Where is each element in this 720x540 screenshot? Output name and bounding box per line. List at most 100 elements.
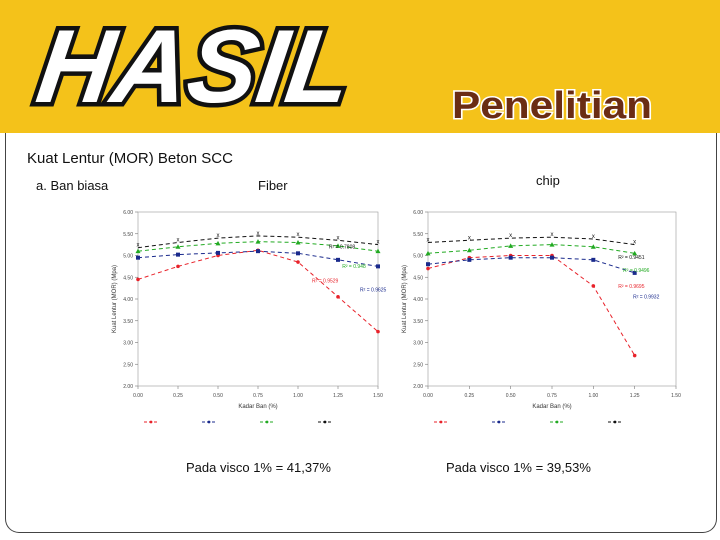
fit-label: R² = 0.9695: [618, 284, 644, 290]
plot-area: [137, 211, 379, 387]
label-chip: chip: [536, 173, 560, 188]
x-tick-label: 1.25: [333, 393, 343, 399]
data-point: [426, 266, 430, 271]
x-tick-label: 1.00: [588, 393, 598, 399]
legend-marker: [149, 420, 153, 424]
data-point: [376, 329, 380, 334]
data-point: x: [468, 235, 471, 241]
data-point: [176, 252, 180, 257]
fit-label: R² = 0.9451: [618, 255, 644, 261]
y-tick-label: 4.50: [413, 275, 423, 281]
data-point: x: [137, 243, 140, 249]
legend-marker: [323, 420, 327, 424]
data-point: x: [297, 232, 300, 238]
data-point: [590, 244, 596, 249]
y-tick-label: 5.50: [413, 232, 423, 238]
y-tick-label: 3.00: [413, 341, 423, 347]
data-point: x: [592, 234, 595, 240]
x-tick-label: 0.50: [213, 393, 223, 399]
legend-marker: [207, 420, 211, 424]
x-tick-label: 1.25: [630, 393, 640, 399]
data-point: x: [509, 233, 512, 239]
x-axis-label: Kadar Ban (%): [238, 404, 277, 410]
data-point: [550, 255, 554, 260]
data-point: [255, 239, 261, 244]
series-line: [137, 249, 379, 332]
fit-label: R² = 0.9496: [623, 268, 649, 274]
data-point: [176, 264, 180, 269]
y-tick-label: 4.50: [123, 275, 133, 281]
data-point: x: [257, 231, 260, 237]
data-point: [135, 248, 141, 254]
banner-title-sub: Penelitian: [452, 85, 652, 127]
data-point: x: [551, 232, 554, 238]
data-point: [216, 250, 220, 255]
y-tick-label: 6.00: [123, 210, 133, 216]
banner-title-main: HASIL: [30, 8, 358, 124]
title-banner: HASIL Penelitian: [0, 0, 720, 133]
y-tick-label: 3.50: [123, 319, 133, 325]
y-tick-label: 5.50: [123, 232, 133, 238]
y-tick-label: 4.00: [123, 297, 133, 303]
slide-title: Kuat Lentur (MOR) Beton SCC: [27, 150, 233, 167]
caption-chip: Pada visco 1% = 39,53%: [446, 460, 591, 475]
x-tick-label: 0.25: [464, 393, 474, 399]
y-axis-label: Kuat Lentur (MOR) (Mpa): [112, 265, 118, 333]
banner-title-art: HASIL Penelitian: [26, 4, 654, 129]
y-axis-label: Kuat Lentur (MOR) (Mpa): [402, 265, 408, 333]
x-tick-label: 0.75: [253, 393, 263, 399]
series-line: [427, 255, 636, 356]
data-point: [508, 255, 513, 260]
y-tick-label: 5.00: [123, 254, 133, 260]
x-tick-label: 0.00: [423, 393, 433, 399]
legend-marker: [555, 420, 559, 424]
data-point: [632, 353, 637, 358]
data-point: [632, 250, 638, 256]
section-subtitle: a. Ban biasa: [36, 178, 109, 193]
y-tick-label: 2.00: [413, 384, 423, 390]
data-point: [256, 249, 260, 254]
data-point: x: [427, 237, 430, 243]
data-point: [375, 248, 381, 254]
series-line: [427, 244, 635, 254]
x-tick-label: 0.75: [547, 393, 557, 399]
y-tick-label: 4.00: [413, 297, 423, 303]
data-point: [296, 260, 300, 264]
data-point: [549, 242, 555, 247]
y-tick-label: 2.50: [413, 362, 423, 368]
y-tick-label: 2.00: [123, 384, 133, 390]
y-tick-label: 3.50: [413, 319, 423, 325]
label-fiber: Fiber: [258, 178, 288, 193]
y-tick-label: 2.50: [123, 362, 133, 368]
data-point: [467, 257, 472, 262]
data-point: x: [337, 235, 340, 241]
x-tick-label: 0.25: [173, 393, 183, 399]
data-point: [336, 295, 340, 299]
data-point: [425, 250, 431, 256]
fit-label: R² = 0.9625: [360, 287, 386, 293]
fit-label: R² = 0.7808: [329, 245, 355, 251]
series-line: [137, 235, 379, 249]
data-point: [508, 243, 514, 248]
data-point: [591, 284, 596, 288]
y-tick-label: 6.00: [413, 210, 423, 216]
data-point: [136, 277, 140, 282]
data-point: [175, 244, 181, 249]
fit-label: R² = 0.9529: [312, 279, 338, 285]
legend-marker: [265, 420, 269, 424]
data-point: [466, 247, 472, 253]
x-axis-label: Kadar Ban (%): [532, 404, 571, 410]
x-tick-label: 0.50: [506, 393, 516, 399]
data-point: [296, 251, 300, 256]
data-point: [295, 239, 301, 245]
legend-marker: [439, 420, 443, 424]
series-line: [427, 257, 635, 274]
data-point: x: [377, 240, 380, 246]
data-point: [376, 264, 380, 269]
data-point: [336, 257, 340, 262]
y-tick-label: 3.00: [123, 341, 133, 347]
content-frame: [5, 133, 717, 533]
x-tick-label: 1.50: [671, 393, 681, 399]
chart-chip: 2.00 2.50 3.00 3.50 4.00 4.50 5.00 5.50 6.00 0.00…: [402, 210, 681, 424]
data-point: [215, 240, 221, 246]
